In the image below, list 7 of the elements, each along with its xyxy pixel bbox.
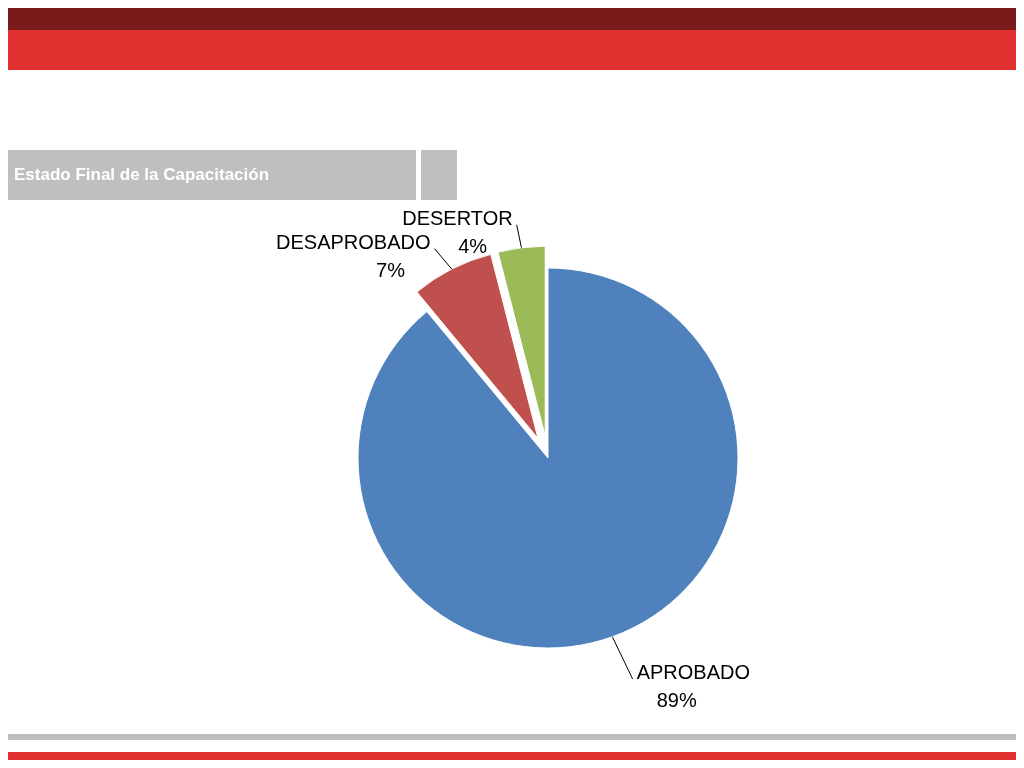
slice-label: APROBADO [636,661,751,684]
data-label: 4% [458,234,488,257]
chart-title: Estado Final de la Capacitación [14,165,270,184]
slice-label: DESERTOR [402,206,513,229]
slice-label: DESAPROBADO [276,230,431,253]
data-label: 89% [656,689,697,712]
data-label: 7% [376,258,406,281]
